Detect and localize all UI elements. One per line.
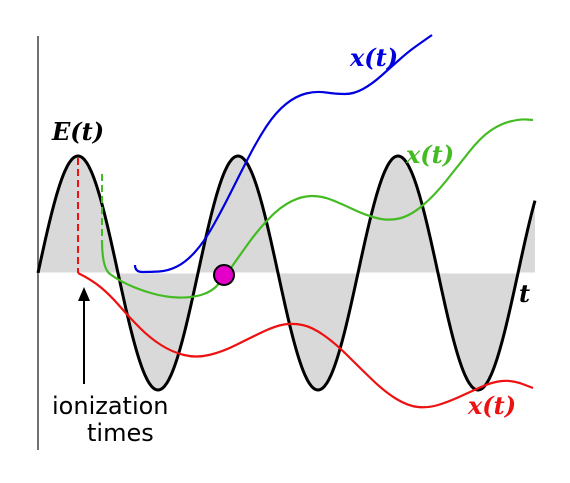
field-label: E(t)	[51, 117, 104, 146]
trajectory-red-label: x(t)	[467, 391, 516, 420]
trajectory-green-label: x(t)	[405, 140, 454, 169]
ionization-label-line2: times	[87, 419, 154, 447]
trajectory-blue-label: x(t)	[349, 43, 398, 72]
trajectory-blue	[133, 34, 433, 274]
ionization-arrow-head	[78, 287, 90, 301]
ionization-label-line1: ionization	[52, 392, 169, 420]
time-axis-label: t	[519, 279, 530, 308]
electric-field-curve	[36, 154, 537, 392]
recollision-dot	[213, 264, 235, 286]
trajectory-red	[77, 272, 534, 409]
trajectory-green	[100, 118, 534, 299]
